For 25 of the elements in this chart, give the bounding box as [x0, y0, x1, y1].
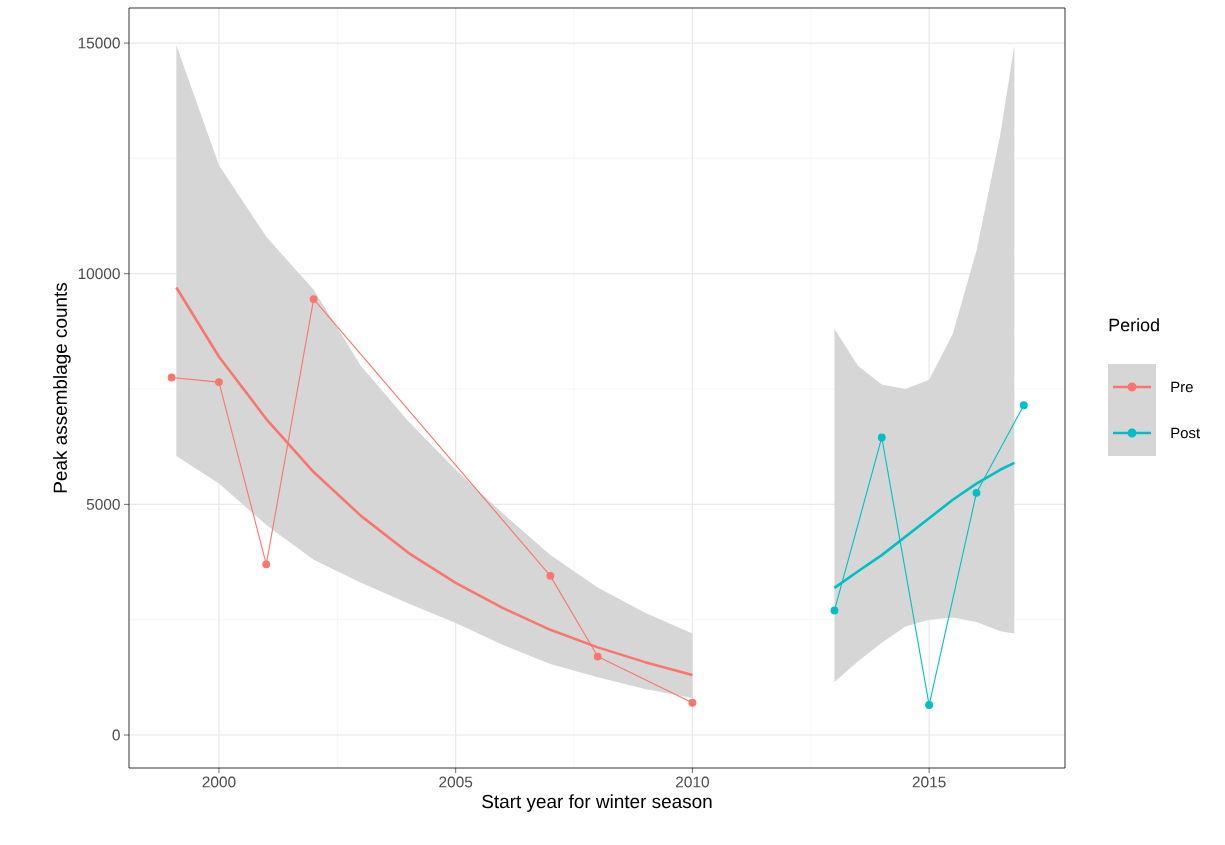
legend-title: Period	[1109, 318, 1159, 332]
legend-label: Pre	[1171, 381, 1193, 393]
y-tick-label: 10000	[78, 268, 120, 280]
point	[262, 560, 271, 569]
point	[972, 488, 981, 497]
point	[309, 295, 318, 304]
point	[593, 652, 602, 661]
point	[688, 698, 697, 707]
point	[167, 373, 176, 382]
point	[215, 378, 223, 387]
x-tick-label: 2005	[439, 776, 473, 788]
y-tick-label: 5000	[86, 498, 120, 510]
x-tick-label: 2000	[202, 776, 236, 788]
x-axis-title: Start year for winter season	[482, 794, 712, 812]
point	[925, 701, 934, 709]
point	[877, 433, 886, 442]
x-tick-label: 2010	[676, 776, 709, 788]
y-tick-label: 0	[112, 729, 120, 741]
point	[830, 606, 839, 615]
point	[1019, 401, 1028, 410]
y-tick-label: 15000	[78, 37, 120, 49]
point	[546, 571, 555, 580]
x-tick-label: 2015	[912, 776, 946, 788]
y-axis-title: Peak assemblage counts	[53, 282, 71, 493]
legend-label: Post	[1171, 427, 1200, 439]
